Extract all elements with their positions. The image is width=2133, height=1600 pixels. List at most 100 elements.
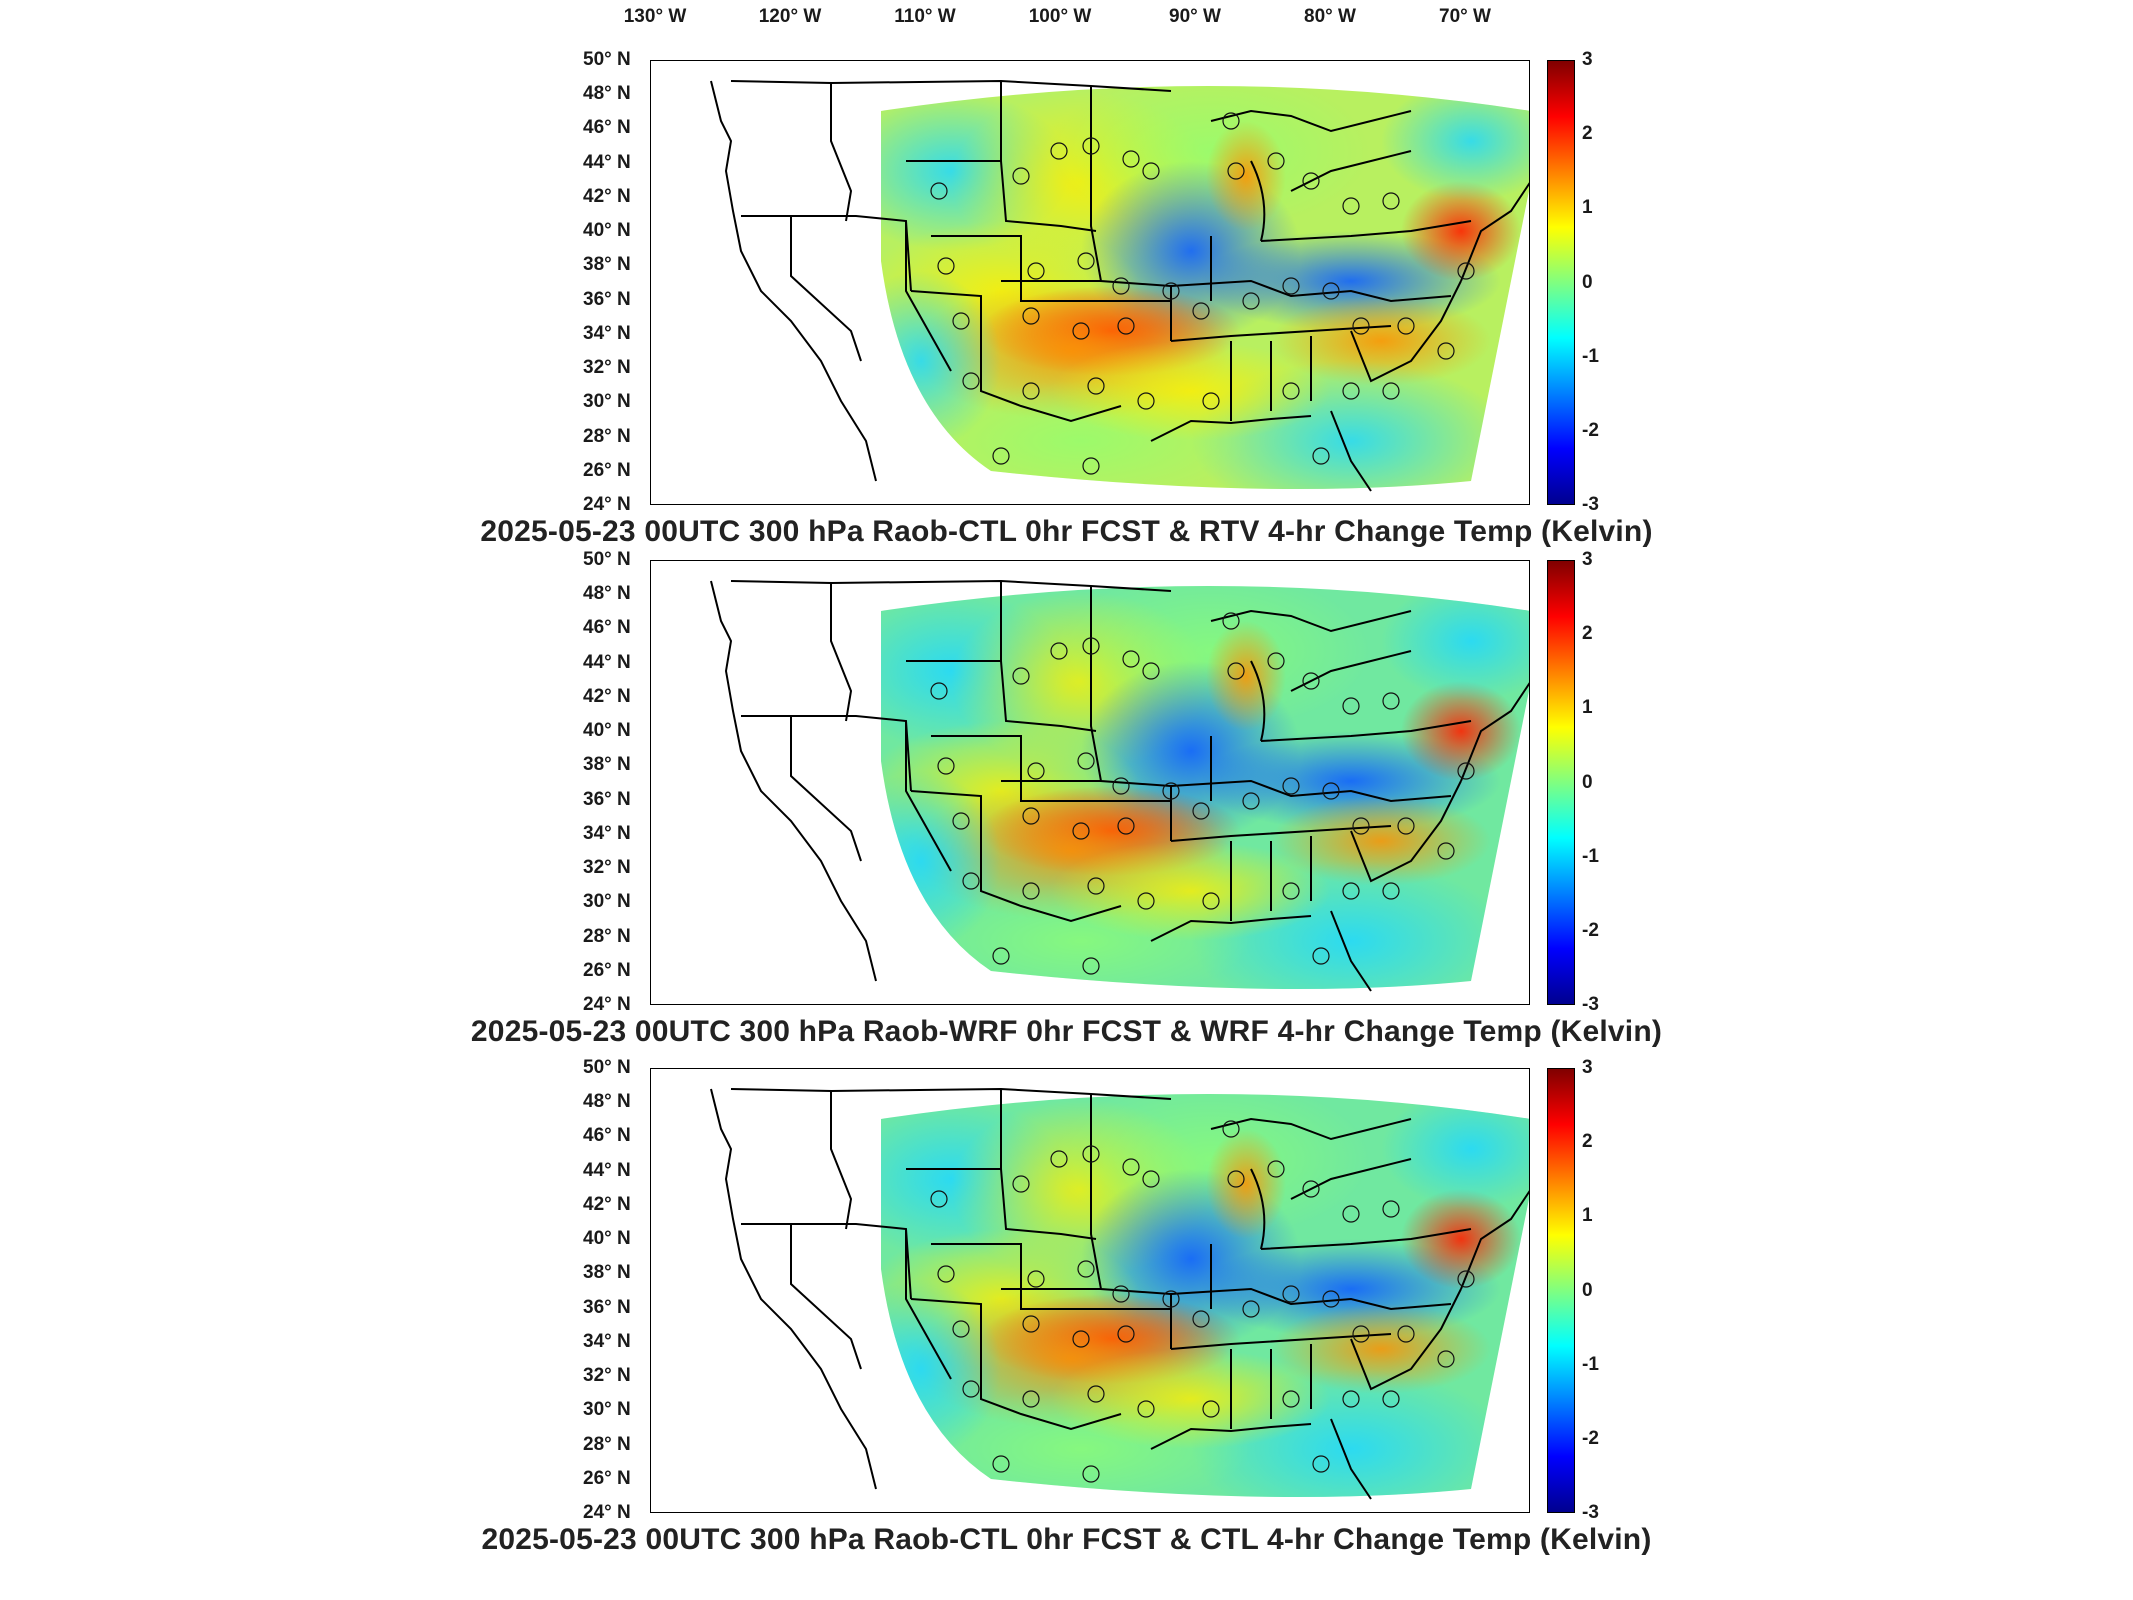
raob-station-marker	[1012, 1175, 1030, 1193]
lon-label: 100° W	[1028, 6, 1092, 27]
raob-station-marker	[1282, 777, 1300, 795]
raob-station-marker	[930, 682, 948, 700]
raob-station-marker	[1082, 1145, 1100, 1163]
lat-label: 44° N	[583, 151, 631, 173]
boundary-line	[1330, 1418, 1372, 1500]
raob-station-marker	[1352, 817, 1370, 835]
lat-label: 26° N	[583, 1467, 631, 1489]
raob-station-marker	[1397, 817, 1415, 835]
raob-station-marker	[937, 1265, 955, 1283]
raob-station-marker	[1122, 1158, 1140, 1176]
raob-station-marker	[1137, 1400, 1155, 1418]
boundary-line	[1150, 415, 1312, 442]
lat-label: 34° N	[583, 822, 631, 844]
colorbar-tick-label: 2	[1582, 1131, 1593, 1153]
raob-station-marker	[1382, 692, 1400, 710]
boundary-line	[905, 221, 952, 372]
lat-label: 24° N	[583, 994, 631, 1015]
boundary-line	[906, 660, 1097, 732]
map-frame	[650, 1068, 1530, 1513]
raob-station-marker	[1322, 1290, 1340, 1308]
raob-station-marker	[1162, 282, 1180, 300]
raob-station-marker	[1457, 762, 1475, 780]
boundary-line	[730, 1088, 853, 1230]
boundary-line	[1260, 720, 1472, 742]
boundary-line	[1460, 682, 1529, 782]
lat-label: 32° N	[583, 357, 631, 379]
colorbar	[1547, 60, 1575, 505]
raob-station-marker	[930, 182, 948, 200]
raob-station-marker	[1282, 1390, 1300, 1408]
raob-station-marker	[1077, 752, 1095, 770]
boundary-line	[1290, 1158, 1412, 1200]
raob-station-marker	[1312, 447, 1330, 465]
lat-label: 24° N	[583, 1502, 631, 1523]
boundary-line	[1170, 779, 1452, 803]
lat-label: 42° N	[583, 685, 631, 707]
raob-station-marker	[1027, 262, 1045, 280]
lat-label: 36° N	[583, 788, 631, 810]
raob-station-marker	[1022, 307, 1040, 325]
colorbar-tick-label: 3	[1582, 1057, 1593, 1078]
colorbar-tick-label: 3	[1582, 549, 1593, 570]
raob-station-marker	[1222, 1120, 1240, 1138]
panel-title: 2025-05-23 00UTC 300 hPa Raob-CTL 0hr FC…	[481, 1523, 1652, 1556]
raob-station-marker	[1382, 1390, 1400, 1408]
raob-station-marker	[1112, 1285, 1130, 1303]
boundary-line	[931, 735, 1171, 802]
colorbar-tick-label: 1	[1582, 1205, 1593, 1227]
colorbar-tick-label: 0	[1582, 771, 1593, 793]
raob-station-marker	[937, 757, 955, 775]
lat-label: 38° N	[583, 754, 631, 776]
lat-label: 50° N	[583, 49, 631, 70]
raob-station-marker	[1122, 650, 1140, 668]
boundary-line	[1250, 1168, 1266, 1250]
raob-station-marker	[1227, 1170, 1245, 1188]
map-plot	[710, 79, 1529, 492]
lat-label: 42° N	[583, 185, 631, 207]
lat-label: 36° N	[583, 1296, 631, 1318]
boundary-line	[710, 80, 877, 482]
lat-label: 38° N	[583, 1262, 631, 1284]
raob-station-marker	[1222, 112, 1240, 130]
colorbar-tick-label: -3	[1582, 994, 1599, 1015]
temperature-field	[881, 586, 1529, 989]
raob-station-marker	[1227, 662, 1245, 680]
raob-station-marker	[962, 872, 980, 890]
lon-label: 110° W	[894, 6, 956, 27]
boundary-line	[1170, 1333, 1392, 1350]
raob-station-marker	[1142, 1170, 1160, 1188]
colorbar-tick-label: 1	[1582, 197, 1593, 219]
raob-station-marker	[1457, 1270, 1475, 1288]
raob-station-marker	[1397, 1325, 1415, 1343]
raob-station-marker	[1022, 1315, 1040, 1333]
raob-station-marker	[1342, 882, 1360, 900]
raob-station-marker	[1087, 1385, 1105, 1403]
boundary-line	[1210, 1117, 1412, 1141]
lat-label: 36° N	[583, 288, 631, 310]
lat-label: 34° N	[583, 322, 631, 344]
boundary-line	[1260, 220, 1472, 242]
raob-station-marker	[1242, 792, 1260, 810]
raob-station-marker	[1342, 197, 1360, 215]
raob-station-marker	[1342, 1205, 1360, 1223]
raob-station-marker	[1112, 277, 1130, 295]
boundary-line	[1210, 609, 1412, 633]
raob-station-marker	[962, 372, 980, 390]
lat-label: 28° N	[583, 425, 631, 447]
raob-station-marker	[1312, 1455, 1330, 1473]
raob-station-marker	[1022, 882, 1040, 900]
raob-station-marker	[1267, 652, 1285, 670]
raob-station-marker	[1112, 777, 1130, 795]
raob-station-marker	[952, 1320, 970, 1338]
raob-station-marker	[1162, 782, 1180, 800]
raob-station-marker	[1082, 137, 1100, 155]
lat-label: 50° N	[583, 549, 631, 570]
lat-label: 40° N	[583, 1228, 631, 1250]
boundary-line	[741, 1223, 912, 1300]
map-plot	[710, 579, 1529, 992]
panel-title: 2025-05-23 00UTC 300 hPa Raob-CTL 0hr FC…	[480, 515, 1653, 548]
raob-station-marker	[1027, 1270, 1045, 1288]
boundary-line	[910, 290, 1122, 423]
boundary-line	[710, 1088, 877, 1490]
